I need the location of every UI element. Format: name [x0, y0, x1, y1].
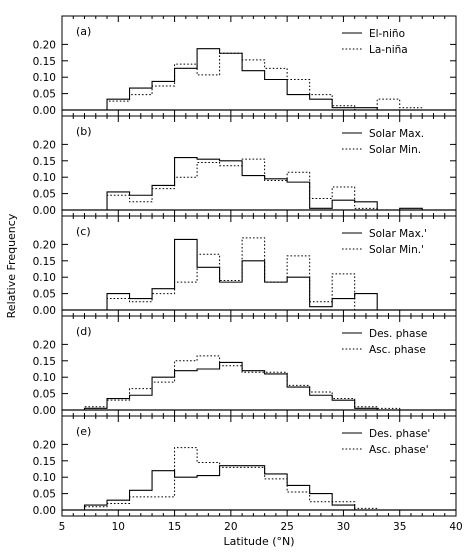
legend-label: Asc. phase [369, 344, 426, 356]
legend-label: Solar Max. [369, 128, 424, 140]
x-tick-label: 40 [449, 521, 462, 533]
y-tick-label: 0.05 [33, 189, 56, 201]
x-tick-label: 5 [59, 521, 66, 533]
y-tick-label: 0.10 [33, 272, 56, 284]
chart-panel: 0.00 0.05 0.10 0.15 0.20 (d) Des. phase Asc. ph… [33, 315, 457, 417]
x-tick-label: 35 [393, 521, 406, 533]
series-dotted-line [106, 237, 423, 311]
series-solid-line [83, 465, 378, 511]
y-tick-label: 0.00 [33, 305, 56, 317]
y-tick-label: 0.00 [33, 205, 56, 217]
x-tick-label: 15 [168, 521, 181, 533]
legend-label: La-niña [369, 44, 408, 56]
legend-label: Des. phase [369, 328, 427, 340]
y-tick-label: 0.15 [33, 256, 56, 268]
y-tick-label: 0.10 [33, 472, 56, 484]
legend-label: Asc. phase' [369, 444, 429, 456]
y-tick-label: 0.15 [33, 56, 56, 68]
legend-label: El-niño [369, 28, 405, 40]
y-tick-label: 0.05 [33, 489, 56, 501]
series-dotted-line [106, 52, 423, 111]
y-axis-label: Relative Frequency [5, 213, 18, 318]
y-tick-label: 0.15 [33, 356, 56, 368]
legend-label: Des. phase' [369, 428, 430, 440]
panel-letter: (e) [76, 425, 91, 438]
series-solid-line [83, 361, 423, 411]
y-tick-label: 0.20 [33, 39, 56, 51]
panel-letter: (c) [76, 225, 91, 238]
y-tick-label: 0.20 [33, 439, 56, 451]
y-tick-label: 0.15 [33, 156, 56, 168]
y-tick-label: 0.00 [33, 505, 56, 517]
x-tick-label: 10 [112, 521, 125, 533]
legend-label: Solar Min.' [369, 244, 424, 256]
series-dotted-line [84, 355, 423, 411]
series-dotted-line [106, 158, 423, 211]
x-axis-label: Latitude (°N) [223, 535, 294, 548]
y-tick-label: 0.10 [33, 72, 56, 84]
chart-panel: 0.00 0.05 0.10 0.15 0.20 (b) Solar Max. Solar M… [33, 115, 457, 217]
chart-panel: 0.00 0.05 0.10 0.15 0.20 (c) Solar Max.' Solar … [33, 215, 457, 317]
y-tick-label: 0.00 [33, 105, 56, 117]
y-tick-label: 0.20 [33, 339, 56, 351]
panel-letter: (b) [76, 125, 92, 138]
y-tick-label: 0.15 [33, 456, 56, 468]
x-tick-label: 20 [224, 521, 237, 533]
chart-panel: 0.00 0.05 0.10 0.15 0.20 (e) Des. phase' Asc. p… [33, 415, 457, 517]
y-tick-label: 0.10 [33, 172, 56, 184]
chart-panel: 0.00 0.05 0.10 0.15 0.20 (a) El-niño La-niña [33, 15, 457, 117]
legend-label: Solar Max.' [369, 228, 427, 240]
x-tick-label: 30 [337, 521, 350, 533]
legend-label: Solar Min. [369, 144, 421, 156]
series-solid-line [106, 48, 423, 111]
panel-letter: (a) [76, 25, 91, 38]
x-tick-label: 25 [280, 521, 293, 533]
y-tick-label: 0.05 [33, 389, 56, 401]
y-tick-label: 0.05 [33, 289, 56, 301]
y-tick-label: 0.10 [33, 372, 56, 384]
y-tick-label: 0.05 [33, 89, 56, 101]
series-solid-line [106, 238, 423, 311]
y-tick-label: 0.20 [33, 239, 56, 251]
y-tick-label: 0.20 [33, 139, 56, 151]
y-tick-label: 0.00 [33, 405, 56, 417]
series-dotted-line [84, 447, 378, 510]
panel-letter: (d) [76, 325, 92, 338]
panel-frame [61, 415, 457, 517]
